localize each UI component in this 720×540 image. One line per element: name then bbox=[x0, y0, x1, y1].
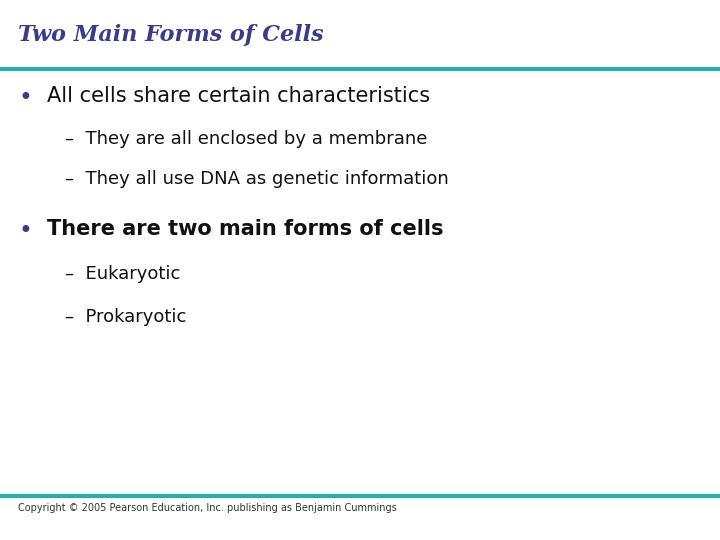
Text: –  They are all enclosed by a membrane: – They are all enclosed by a membrane bbox=[65, 130, 427, 147]
Text: –  Prokaryotic: – Prokaryotic bbox=[65, 308, 186, 326]
Text: All cells share certain characteristics: All cells share certain characteristics bbox=[47, 86, 430, 106]
Text: Copyright © 2005 Pearson Education, Inc. publishing as Benjamin Cummings: Copyright © 2005 Pearson Education, Inc.… bbox=[18, 503, 397, 514]
Text: –  They all use DNA as genetic information: – They all use DNA as genetic informatio… bbox=[65, 170, 449, 188]
Text: There are two main forms of cells: There are two main forms of cells bbox=[47, 219, 444, 239]
Text: –  Eukaryotic: – Eukaryotic bbox=[65, 265, 180, 282]
Text: •: • bbox=[18, 86, 32, 110]
Text: •: • bbox=[18, 219, 32, 242]
Text: Two Main Forms of Cells: Two Main Forms of Cells bbox=[18, 24, 323, 46]
